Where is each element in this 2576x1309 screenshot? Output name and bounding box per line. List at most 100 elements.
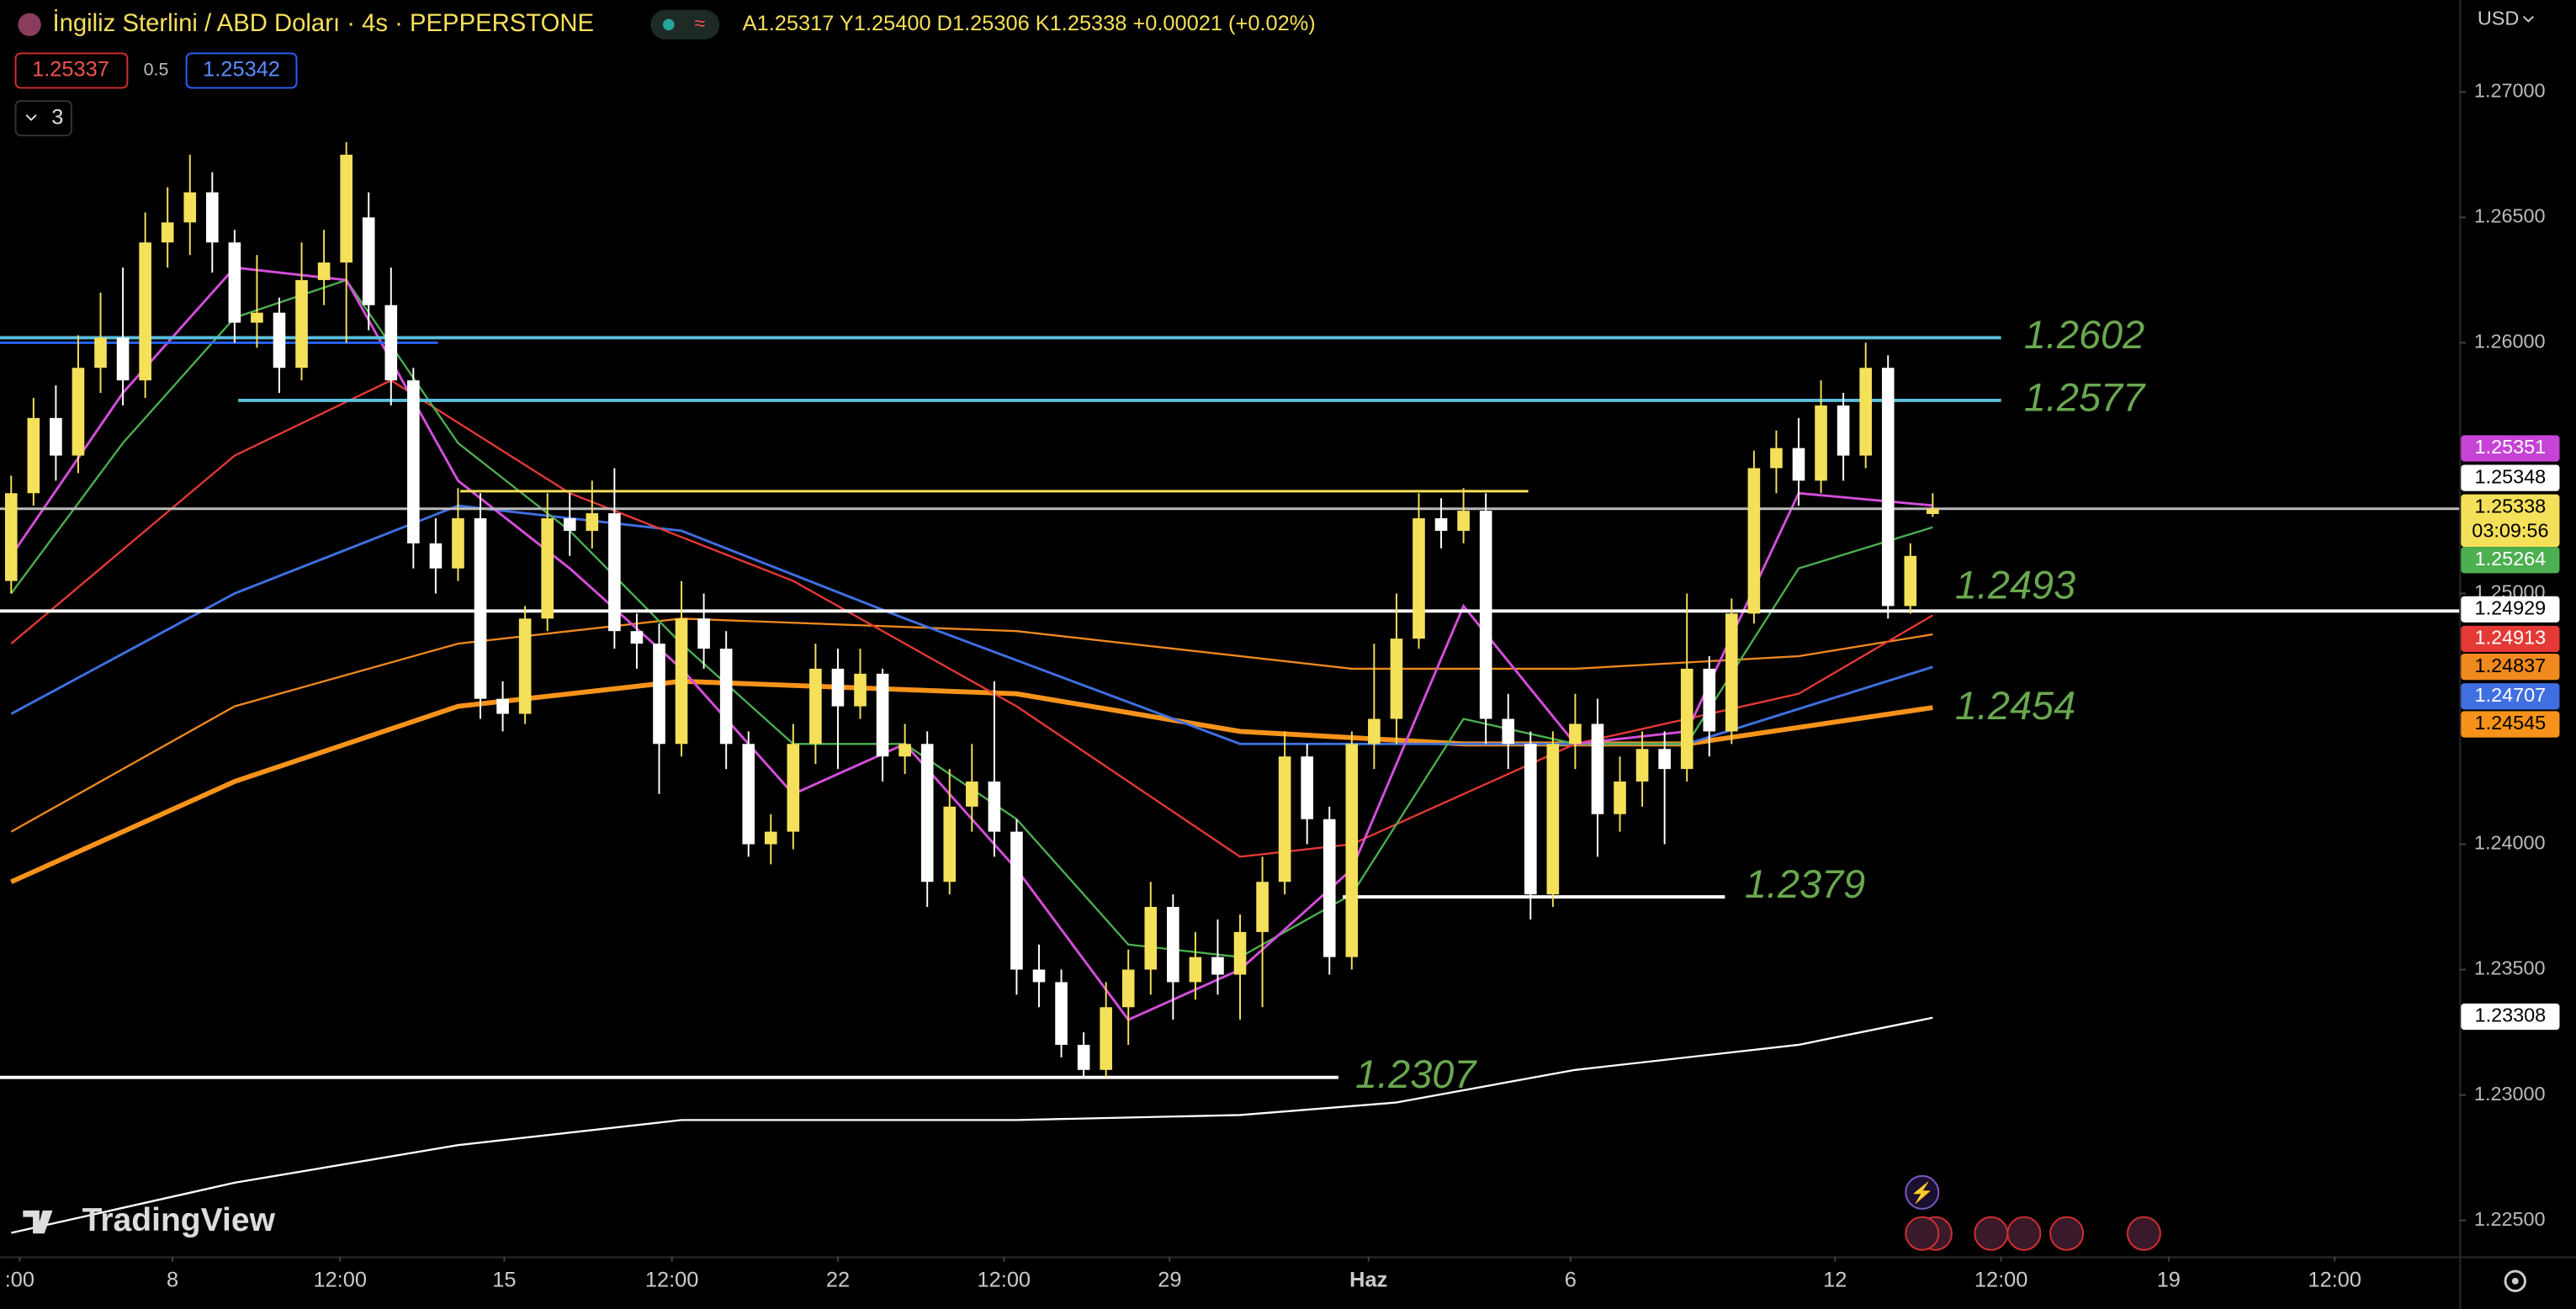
buy-button[interactable]: [185, 52, 298, 89]
event-icon[interactable]: [1905, 1174, 1940, 1210]
candle-body: [1815, 405, 1827, 481]
x-tick-label: 12:00: [1974, 1269, 2028, 1292]
price-badge: [2461, 547, 2560, 574]
event-icon[interactable]: [2049, 1216, 2085, 1251]
candle-body: [518, 618, 532, 714]
x-tick-label: :00: [5, 1269, 34, 1292]
candle-body: [1032, 969, 1046, 983]
candle-body: [1211, 957, 1224, 975]
candle-body: [630, 631, 644, 644]
candle-body: [1413, 518, 1425, 639]
candle-body: [719, 649, 733, 745]
price-badge-label: 1.24913: [2475, 627, 2547, 649]
candle-body: [1479, 511, 1492, 719]
event-icon[interactable]: [1905, 1216, 1940, 1251]
candle-body: [27, 417, 40, 494]
candle-body: [1792, 448, 1805, 481]
candle-body: [4, 493, 18, 581]
candle-body: [317, 262, 331, 280]
event-icon[interactable]: [2126, 1216, 2161, 1251]
price-badge-label: 1.25264: [2475, 548, 2547, 570]
candle-body: [206, 192, 219, 243]
candle-body: [139, 242, 151, 381]
symbol-title[interactable]: İngiliz Sterlini / ABD Doları · 4s · PEP…: [52, 9, 594, 37]
y-tick-label: 1.26000: [2474, 331, 2546, 352]
settings-icon[interactable]: [2504, 1269, 2526, 1292]
price-badge-label: 1.24929: [2475, 597, 2547, 619]
candle-body: [742, 744, 755, 845]
candle-body: [362, 217, 375, 305]
indicators-toggle[interactable]: [14, 100, 72, 137]
price-badge-label: 1.25338: [2475, 495, 2547, 517]
candle-body: [1837, 405, 1850, 456]
x-tick-label: 12:00: [313, 1269, 367, 1292]
candle-body: [116, 337, 130, 381]
candle-body: [1189, 957, 1202, 983]
candle-body: [854, 673, 867, 707]
candle-body: [787, 744, 800, 832]
candle-body: [943, 806, 957, 882]
candle-body: [1457, 511, 1470, 531]
x-tick-label: 12:00: [978, 1269, 1031, 1292]
ohlc: A1.25317 Y1.25400 D1.25306 K1.25338 +0.0…: [743, 12, 1316, 35]
candle-body: [1591, 723, 1604, 814]
candle-body: [1390, 639, 1403, 719]
sell-price: 1.25337: [32, 58, 109, 82]
candle-body: [764, 831, 777, 845]
candle-body: [876, 673, 889, 757]
candle-body: [1055, 982, 1068, 1045]
event-icon[interactable]: [1974, 1216, 2009, 1251]
candle-body: [50, 417, 62, 456]
candle-body: [340, 154, 352, 263]
candle-body: [1725, 613, 1738, 732]
price-badge: [2461, 1003, 2560, 1031]
price-badge-label: 1.25348: [2475, 465, 2547, 487]
candle-body: [1434, 518, 1448, 531]
price-badge: [2461, 683, 2560, 710]
price-badge-label: 1.24837: [2475, 654, 2547, 676]
candle-body: [563, 518, 576, 531]
y-tick-label: 1.26500: [2474, 205, 2546, 227]
countdown: 03:09:56: [2472, 520, 2548, 542]
candle-body: [384, 305, 398, 381]
level-label: 1.2577: [2024, 375, 2146, 419]
candle-body: [809, 668, 822, 745]
x-tick-label: 15: [492, 1269, 516, 1292]
price-badge: [2461, 711, 2560, 738]
plot-area: [0, 141, 2460, 1234]
candle-body: [831, 668, 845, 707]
x-tick-label: 19: [2157, 1269, 2181, 1292]
candle-body: [1904, 555, 1917, 607]
spread: 0.5: [144, 60, 169, 80]
candle-body: [1770, 448, 1783, 469]
candle-body: [1233, 931, 1247, 975]
candle-body: [1278, 756, 1291, 882]
indicators-count: 3: [51, 105, 63, 129]
status-pill[interactable]: [650, 9, 720, 40]
price-badge-label: 1.23308: [2475, 1004, 2547, 1026]
x-tick-label: 22: [826, 1269, 850, 1292]
status-icon: ≈: [694, 12, 705, 34]
sell-button[interactable]: [14, 52, 129, 89]
level-label: 1.2307: [1355, 1052, 1477, 1096]
candle-body: [541, 518, 554, 619]
candle-body: [228, 242, 241, 323]
level-label: 1.2493: [1955, 563, 2075, 607]
price-badge: [2461, 596, 2560, 623]
candle-body: [697, 618, 710, 649]
candle-body: [1144, 907, 1158, 970]
x-tick-label: 12: [1823, 1269, 1847, 1292]
y-tick-label: 1.27000: [2474, 80, 2546, 102]
brand-name: TradingView: [82, 1202, 276, 1238]
candle-body: [1100, 1007, 1112, 1070]
price-badge: [2461, 494, 2560, 548]
candle-body: [1256, 882, 1269, 932]
price-badge: [2461, 625, 2560, 653]
candle-body: [1569, 723, 1582, 745]
currency[interactable]: USD: [2478, 8, 2519, 29]
candle-body: [1121, 969, 1135, 1008]
candle-body: [251, 312, 263, 323]
event-icon[interactable]: [2006, 1216, 2042, 1251]
candle-body: [1680, 668, 1693, 770]
